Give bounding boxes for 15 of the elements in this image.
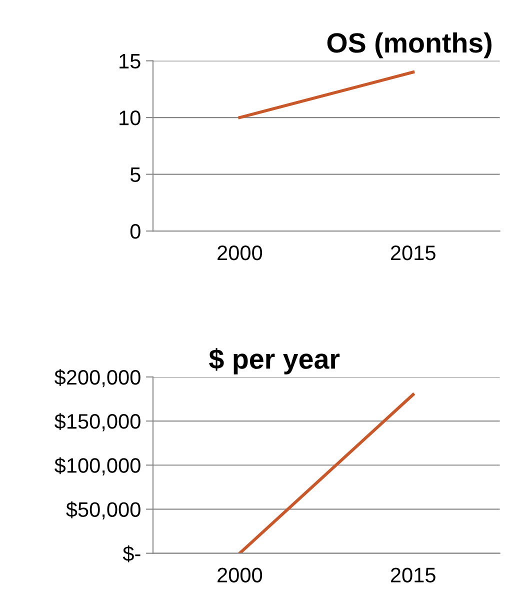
x-tick-label: 2000	[218, 568, 262, 582]
chart-title: OS (months)	[327, 32, 492, 58]
y-tick-label: 0	[130, 224, 140, 239]
y-tick-label: $50,000	[66, 501, 140, 520]
y-tick-label: $-	[122, 545, 140, 562]
chart-title: $ per year	[209, 348, 340, 374]
x-tick-label: 2015	[390, 568, 436, 582]
x-tick-label: 2000	[218, 245, 262, 260]
y-tick-label: $150,000	[54, 413, 140, 432]
y-tick-label: 10	[120, 110, 140, 126]
x-tick-label: 2015	[390, 245, 436, 260]
y-tick-label: $100,000	[54, 457, 140, 476]
y-tick-label: 5	[130, 168, 140, 182]
y-tick-label: $200,000	[54, 369, 140, 388]
y-tick-label: 15	[120, 54, 140, 69]
